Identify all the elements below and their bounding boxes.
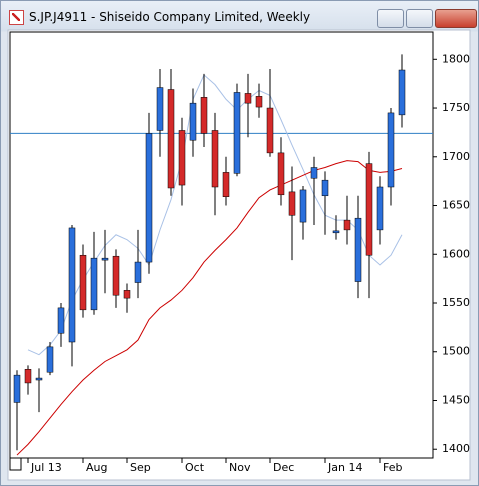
x-tick-label: Nov [229, 461, 251, 474]
candle-body [277, 152, 285, 196]
y-tick-label: 1650 [442, 199, 470, 212]
candle-body [79, 254, 87, 311]
y-tick-label: 1450 [442, 393, 470, 406]
candle-body [35, 377, 43, 381]
candle-body [46, 346, 54, 373]
candle-body [222, 172, 230, 197]
candle-body [299, 189, 307, 223]
moving-average-line [27, 74, 403, 356]
candle-body [365, 163, 373, 256]
moving-average-line [16, 160, 403, 456]
candle-body [167, 89, 175, 189]
window-title: S.JP.J4911 - Shiseido Company Limited, W… [29, 10, 311, 24]
candle-body [189, 102, 197, 141]
candle-body [68, 227, 76, 343]
y-tick-label: 1600 [442, 247, 470, 260]
candle-body [387, 112, 395, 188]
plot-area [9, 31, 434, 459]
close-button[interactable] [435, 9, 477, 28]
candle-body [112, 255, 120, 296]
x-tick-label: Aug [86, 461, 107, 474]
y-tick-label: 1700 [442, 150, 470, 163]
candle-body [211, 130, 219, 188]
maximize-button[interactable] [406, 9, 433, 28]
candle-body [288, 191, 296, 216]
candle-body [57, 307, 65, 334]
candle-body [354, 217, 362, 282]
candle-body [24, 369, 32, 384]
candle-body [321, 179, 329, 197]
candle-body [156, 87, 164, 131]
x-tick-label: Dec [273, 461, 294, 474]
candle-body [244, 93, 252, 104]
candle-body [123, 290, 131, 299]
app-icon [9, 10, 24, 25]
candle-body [255, 96, 263, 108]
candle-body [233, 92, 241, 174]
candle-body [266, 107, 274, 154]
x-tick-label: Jul 13 [30, 461, 62, 474]
candle-body [376, 186, 384, 231]
candle-body [343, 219, 351, 231]
scroll-box [9, 457, 22, 471]
candle-body [200, 97, 208, 134]
x-tick-label: Feb [383, 461, 402, 474]
candle-body [178, 130, 186, 186]
candle-body [134, 261, 142, 283]
candle-body [398, 69, 406, 116]
minimize-button[interactable] [377, 9, 404, 28]
y-tick-label: 1550 [442, 296, 470, 309]
candle-body [145, 133, 153, 263]
y-tick-label: 1800 [442, 52, 470, 65]
x-tick-label: Jan 14 [327, 461, 362, 474]
y-tick-label: 1500 [442, 345, 470, 358]
candle-body [332, 230, 340, 234]
candle-body [310, 167, 318, 179]
y-tick-label: 1400 [442, 442, 470, 455]
candle-body [13, 374, 21, 403]
candle-body [101, 257, 109, 261]
y-tick-label: 1750 [442, 101, 470, 114]
x-tick-label: Sep [130, 461, 151, 474]
candle-body [90, 257, 98, 311]
x-tick-label: Oct [185, 461, 205, 474]
